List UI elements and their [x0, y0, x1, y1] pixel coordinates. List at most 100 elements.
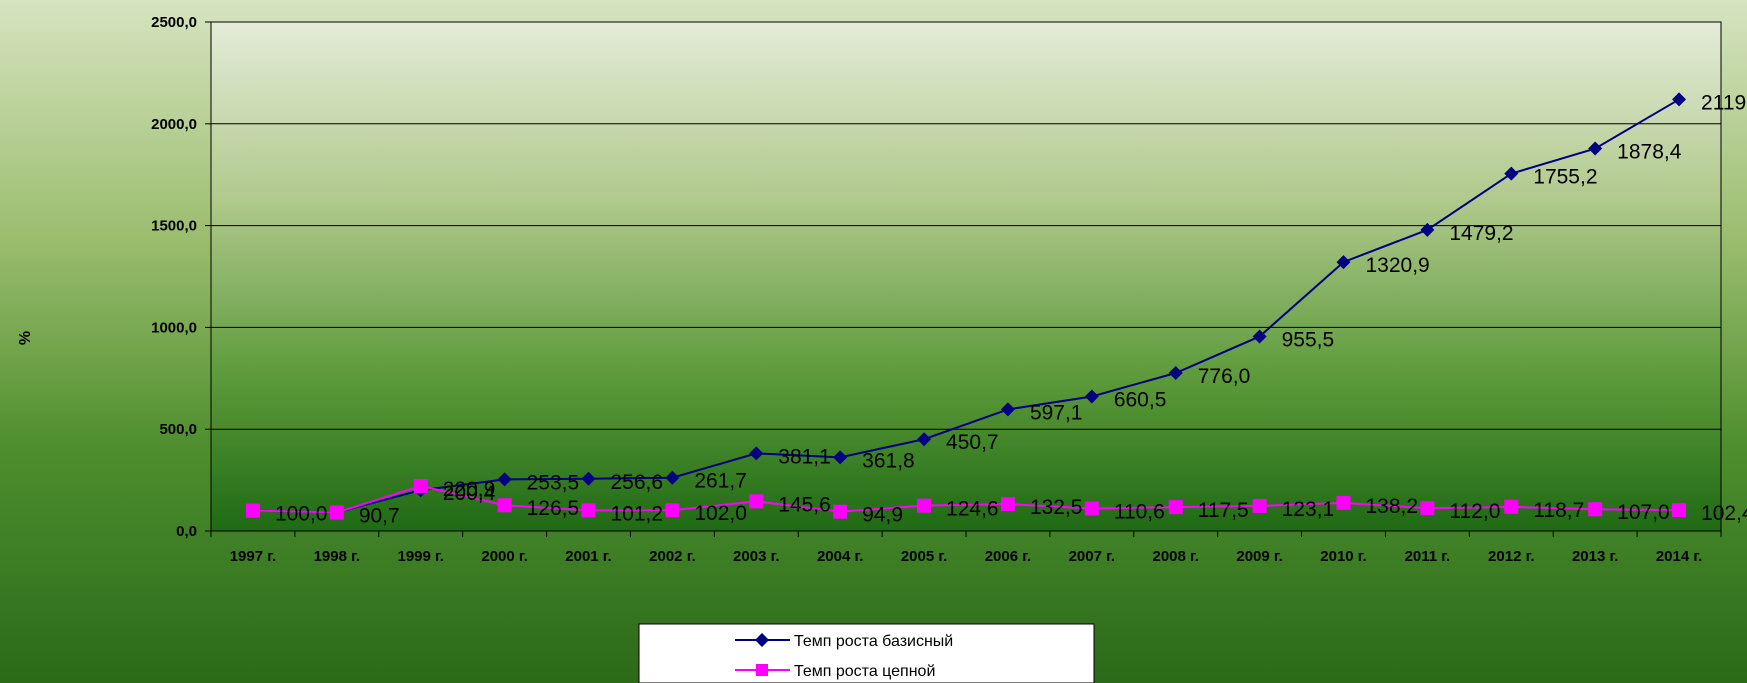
- data-label: 102,4: [1701, 502, 1747, 525]
- y-axis-ticks: 0,0 500,0 1000,0 1500,0 2000,0 2500,0: [151, 14, 211, 540]
- point-marker: [1588, 141, 1603, 156]
- data-label: 1320,9: [1366, 254, 1430, 277]
- point-marker: [665, 503, 680, 518]
- data-label: 253,5: [527, 471, 580, 494]
- data-label: 124,6: [946, 498, 999, 521]
- series-markers: [245, 92, 1687, 520]
- data-label: 220,9: [443, 478, 496, 501]
- point-marker: [497, 472, 512, 487]
- point-marker: [917, 498, 932, 513]
- point-marker: [1000, 402, 1015, 417]
- data-label: 100,0: [275, 503, 328, 526]
- data-label: 361,8: [862, 449, 915, 472]
- point-marker: [497, 498, 512, 513]
- point-marker: [1168, 500, 1183, 515]
- y-axis-label: %: [17, 331, 34, 345]
- data-label: 381,1: [778, 445, 831, 468]
- x-axis-ticks: 1997 г. 1998 г. 1999 г. 2000 г. 2001 г. 2002 …: [210, 531, 1722, 565]
- data-label: 90,7: [359, 505, 400, 528]
- x-tick-label: 2003 г.: [733, 548, 779, 565]
- x-tick-label: 2013 г.: [1572, 548, 1618, 565]
- point-marker: [917, 432, 932, 447]
- point-marker: [245, 503, 260, 518]
- point-marker: [833, 450, 848, 465]
- data-label: 126,5: [527, 497, 580, 520]
- data-label: 2119,7: [1701, 91, 1747, 114]
- point-marker: [833, 504, 848, 519]
- point-marker: [581, 471, 596, 486]
- x-tick-label: 2011 г.: [1405, 548, 1451, 565]
- data-label: 660,5: [1114, 389, 1167, 412]
- data-label: 256,6: [611, 471, 664, 494]
- x-tick-label: 2012 г.: [1488, 548, 1534, 565]
- data-label: 450,7: [946, 431, 999, 454]
- x-tick-label: 2008 г.: [1152, 548, 1198, 565]
- point-marker: [1588, 502, 1603, 517]
- data-label: 112,0: [1449, 500, 1500, 523]
- point-marker: [1504, 499, 1519, 514]
- point-marker: [1420, 222, 1435, 237]
- series-line-1: [252, 484, 1680, 514]
- legend-marker-base: [755, 633, 769, 647]
- point-marker: [1168, 366, 1183, 381]
- y-tick-label: 500,0: [159, 421, 197, 438]
- x-tick-label: 2004 г.: [817, 548, 863, 565]
- legend-marker-chain: [756, 664, 768, 676]
- data-label: 132,5: [1030, 496, 1083, 519]
- point-marker: [749, 446, 764, 461]
- data-label: 145,6: [778, 493, 831, 516]
- data-label: 117,5: [1198, 499, 1249, 522]
- data-label: 597,1: [1030, 401, 1083, 424]
- point-marker: [1672, 92, 1687, 107]
- legend-label-base: Темп роста базисный: [794, 633, 953, 650]
- data-label: 1755,2: [1533, 166, 1597, 189]
- data-label: 955,5: [1282, 328, 1335, 351]
- x-tick-label: 1998 г.: [314, 548, 360, 565]
- x-tick-label: 2005 г.: [901, 548, 947, 565]
- x-tick-label: 2001 г.: [565, 548, 611, 565]
- data-label: 107,0: [1617, 501, 1670, 524]
- legend-box: [638, 623, 1095, 683]
- x-tick-label: 1999 г.: [397, 548, 443, 565]
- data-label: 118,7: [1533, 499, 1584, 522]
- point-marker: [329, 505, 344, 520]
- x-tick-label: 2014 г.: [1656, 548, 1702, 565]
- y-tick-label: 0,0: [176, 523, 197, 540]
- gridlines: [211, 123, 1721, 430]
- x-tick-label: 2006 г.: [985, 548, 1031, 565]
- legend: Темп роста базисный Темп роста цепной: [638, 623, 1095, 683]
- point-marker: [665, 470, 680, 485]
- data-label: 102,0: [694, 502, 747, 525]
- data-label: 94,9: [862, 504, 903, 527]
- y-tick-label: 2500,0: [151, 14, 197, 31]
- data-label: 110,6: [1114, 500, 1165, 523]
- x-tick-label: 2002 г.: [649, 548, 695, 565]
- y-tick-label: 2000,0: [151, 116, 197, 133]
- data-label: 123,1: [1282, 498, 1335, 521]
- point-marker: [581, 503, 596, 518]
- point-marker: [413, 479, 428, 494]
- data-label: 1878,4: [1617, 141, 1682, 164]
- data-label: 776,0: [1198, 365, 1251, 388]
- point-marker: [1336, 495, 1351, 510]
- data-label: 200,4: [443, 482, 496, 505]
- x-tick-label: 2000 г.: [481, 548, 527, 565]
- point-marker: [1252, 329, 1267, 344]
- point-marker: [1420, 501, 1435, 516]
- x-tick-label: 2009 г.: [1236, 548, 1282, 565]
- point-marker: [1084, 389, 1099, 404]
- data-label: 138,2: [1366, 495, 1419, 518]
- point-marker: [1336, 255, 1351, 270]
- legend-label-chain: Темп роста цепной: [794, 663, 935, 680]
- series-line-0: [252, 98, 1680, 514]
- point-marker: [749, 494, 764, 509]
- x-tick-label: 1997 г.: [230, 548, 276, 565]
- x-tick-label: 2010 г.: [1320, 548, 1366, 565]
- plot-area: [210, 21, 1722, 532]
- data-label: 101,2: [611, 502, 664, 525]
- data-label: 1479,2: [1449, 222, 1513, 245]
- y-tick-label: 1500,0: [151, 218, 197, 235]
- series-lines: [252, 98, 1680, 514]
- y-tick-label: 1000,0: [151, 319, 197, 336]
